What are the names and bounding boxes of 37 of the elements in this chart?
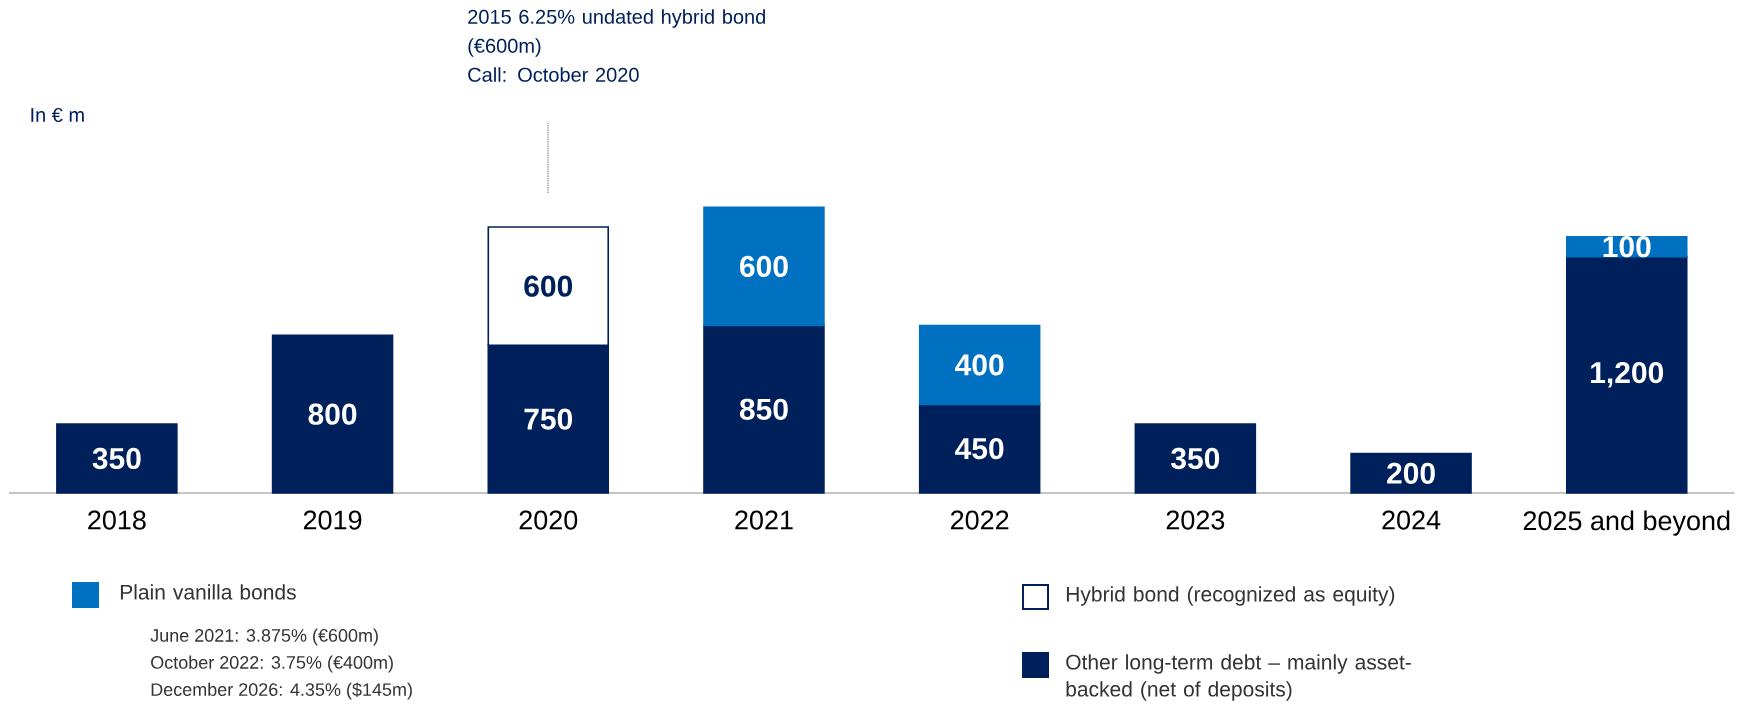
data-label: 600	[740, 255, 788, 278]
data-label: 450	[955, 438, 1004, 460]
bar	[918, 403, 1041, 494]
text: 2015 6.25% undated hybrid bond (€600m)	[468, 9, 765, 57]
y-axis-title: In € m	[31, 107, 84, 123]
data-label: 850	[739, 398, 788, 420]
data-label: 750	[524, 408, 573, 430]
bar	[1350, 452, 1472, 494]
bar	[918, 324, 1041, 406]
text: June 2021: 3.875% (€600m)	[150, 628, 378, 646]
x-tick-label: 2022	[950, 510, 1009, 530]
data-label: 1,200	[1591, 361, 1664, 388]
bar	[56, 423, 178, 494]
text: October 2022: 3.75% (€400m)	[151, 655, 393, 673]
data-label: 200	[1387, 462, 1435, 484]
x-tick-label: 2025 and beyond	[1523, 510, 1730, 536]
x-tick-label: 2020	[519, 510, 578, 530]
data-label: 800	[308, 403, 357, 425]
legend-label: Plain vanilla bonds	[120, 584, 296, 600]
data-label: 100	[1603, 236, 1651, 258]
legend-label: Hybrid bond (recognized as equity)	[1066, 586, 1395, 606]
x-tick-label: 2018	[88, 510, 146, 530]
data-label: 400	[955, 354, 1004, 376]
bar	[703, 324, 825, 494]
data-label: 350	[92, 447, 141, 470]
x-tick-label: 2023	[1166, 510, 1225, 530]
bar	[1134, 423, 1257, 494]
bar	[271, 334, 394, 494]
x-tick-label: 2019	[303, 510, 362, 530]
x-tick-label: 2021	[735, 510, 793, 530]
data-label: 350	[1171, 447, 1220, 470]
text: December 2026: 4.35% ($145m)	[151, 682, 412, 700]
text: Call: October 2020	[468, 67, 639, 82]
data-label: 600	[524, 275, 573, 297]
bar	[703, 206, 825, 327]
legend-label: Other long-term debt – mainly asset-backed (net of deposits)	[1066, 654, 1411, 701]
x-tick-label: 2024	[1382, 510, 1441, 530]
